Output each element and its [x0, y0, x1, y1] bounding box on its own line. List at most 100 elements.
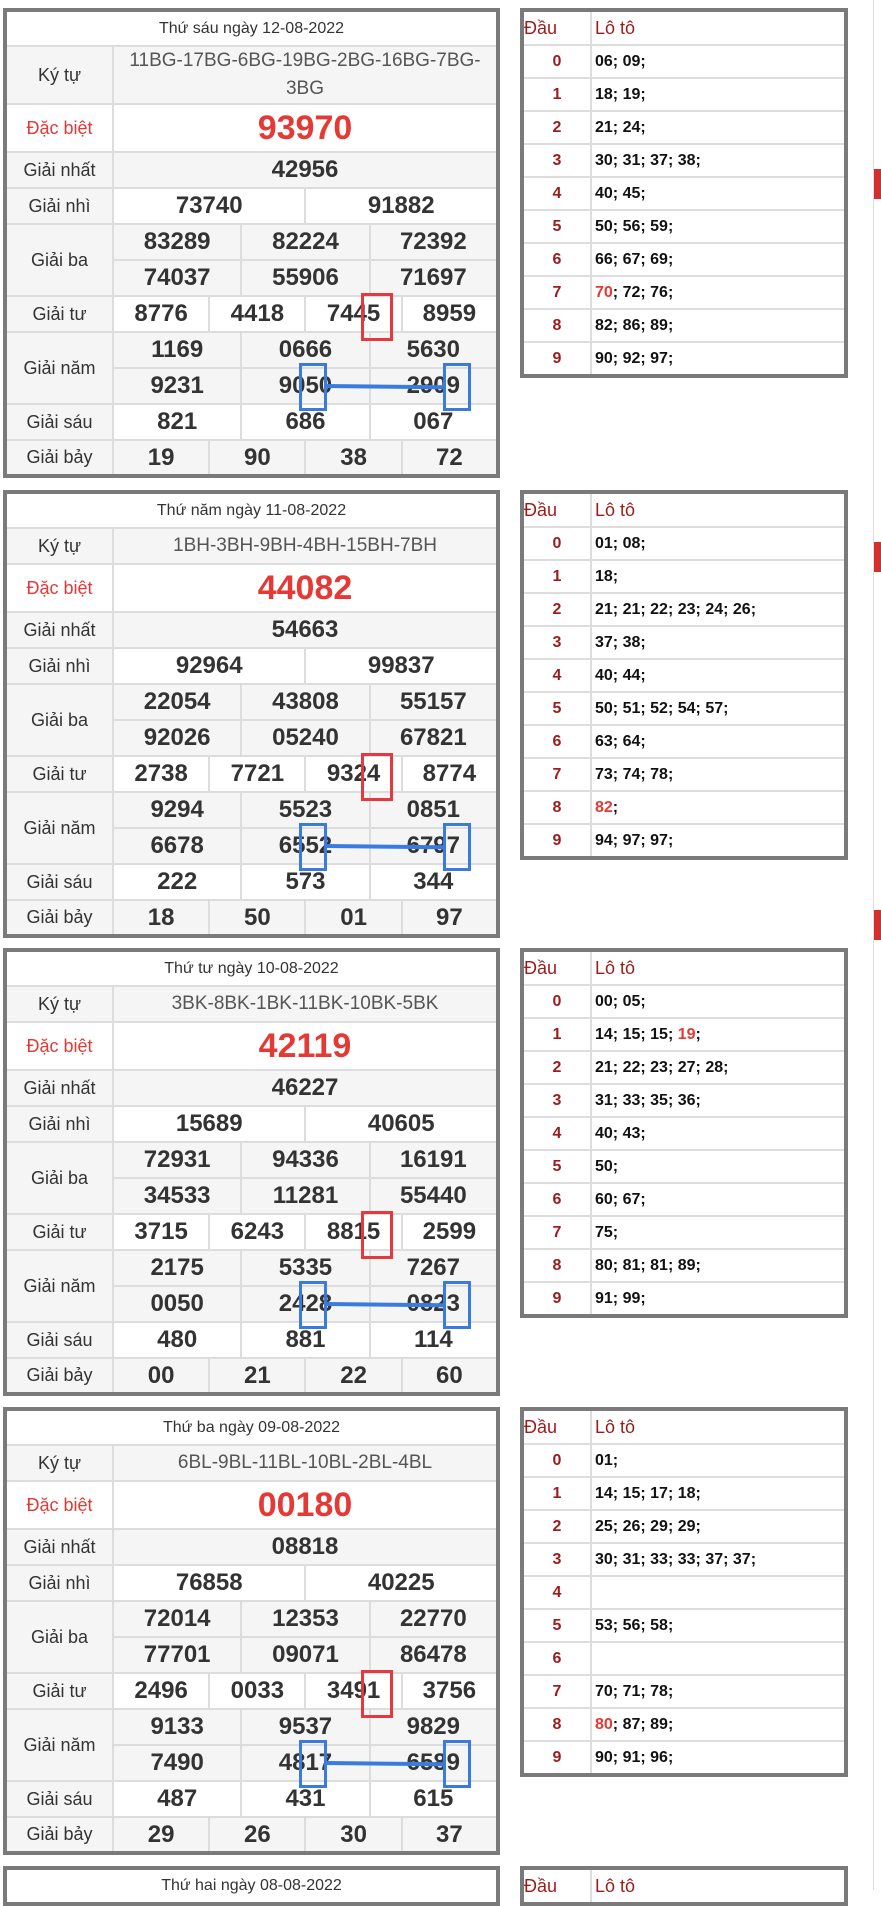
fifth-prize-value: 9050 — [278, 372, 333, 399]
loto-number: 78 — [650, 1682, 668, 1700]
fifth-prize-number: 9231 — [111, 367, 243, 405]
loto-row: 8 80; 87; 89; — [521, 1707, 847, 1742]
sixth-prize-number: 821 — [111, 403, 243, 441]
fifth-prize-number: 0050 — [111, 1285, 243, 1323]
loto-number: 71 — [622, 1682, 641, 1700]
loto-number: 37 — [595, 633, 613, 651]
sixth-prize-number: 573 — [240, 863, 371, 901]
loto-number: 94 — [595, 831, 613, 849]
loto-numbers: 30; 31; 33; 33; 37; 37; — [590, 1542, 847, 1577]
loto-number: 80 — [595, 1256, 613, 1274]
fifth-prize-number: 7267 — [368, 1249, 500, 1287]
date-title: Thứ năm ngày 11-08-2022 — [4, 491, 499, 529]
sixth-prize-number: 067 — [368, 403, 500, 441]
prize-label-bay: Giải bảy — [4, 1357, 114, 1395]
prize-label-nhi: Giải nhì — [4, 647, 114, 685]
second-prize-number: 92964 — [111, 647, 307, 685]
sixth-prize-number: 881 — [240, 1321, 371, 1359]
loto-number: 40 — [595, 1124, 613, 1142]
loto-number: 18 — [677, 1484, 696, 1502]
dau-digit: 2 — [521, 1050, 592, 1085]
third-prize-number: 92026 — [111, 719, 243, 757]
prize-label-sau: Giải sáu — [4, 863, 114, 901]
loto-number: 69 — [650, 250, 668, 268]
loto-number: 18 — [595, 567, 613, 585]
loto-numbers — [590, 1575, 847, 1610]
prize-label-nhi: Giải nhì — [4, 1564, 114, 1602]
loto-row: 2 25; 26; 29; 29; — [521, 1509, 847, 1544]
fourth-prize-value: 3491 — [326, 1677, 381, 1704]
loto-number: 09 — [622, 52, 641, 70]
loto-row: 9 90; 91; 96; — [521, 1740, 847, 1776]
third-prize-number: 55157 — [368, 683, 500, 721]
seventh-prize-number: 72 — [400, 439, 500, 477]
loto-number: 19 — [622, 85, 641, 103]
dau-digit: 5 — [521, 1149, 592, 1184]
prize-label-sau: Giải sáu — [4, 1780, 114, 1818]
sixth-prize-number: 222 — [111, 863, 243, 901]
seventh-prize-number: 50 — [208, 899, 307, 937]
fourth-prize-number: 6243 — [208, 1213, 307, 1251]
prize-label-dac_biet: Đặc biệt — [4, 563, 114, 613]
loto-number: 57 — [705, 699, 724, 717]
loto-number: 96 — [650, 1748, 668, 1766]
dau-digit: 9 — [521, 823, 592, 859]
fourth-prize-number: 7721 — [208, 755, 307, 793]
loto-row: 8 82; 86; 89; — [521, 308, 847, 343]
loto-number: 33 — [622, 1091, 641, 1109]
prize-label-nam: Giải năm — [4, 1708, 114, 1782]
third-prize-number: 05240 — [240, 719, 371, 757]
third-prize-number: 83289 — [111, 223, 243, 261]
loto-numbers: 21; 21; 22; 23; 24; 26; — [590, 592, 847, 627]
loto-number: 24 — [622, 118, 641, 136]
sixth-prize-number: 686 — [240, 403, 371, 441]
prize-label-bay: Giải bảy — [4, 1816, 114, 1854]
loto-row: 0 01; — [521, 1443, 847, 1478]
dau-digit: 3 — [521, 625, 592, 660]
prize-label-bay: Giải bảy — [4, 439, 114, 477]
loto-row: 5 50; 51; 52; 54; 57; — [521, 691, 847, 726]
dau-digit: 0 — [521, 984, 592, 1019]
loto-number: 27 — [677, 1058, 696, 1076]
loto-number: 56 — [622, 217, 641, 235]
loto-numbers: 40; 44; — [590, 658, 847, 693]
seventh-prize-number: 00 — [111, 1357, 211, 1395]
fourth-prize-value: 0033 — [230, 1677, 285, 1704]
loto-number: 28 — [705, 1058, 724, 1076]
loto-row: 2 21; 22; 23; 27; 28; — [521, 1050, 847, 1085]
loto-number: 59 — [650, 217, 668, 235]
loto-number: 15 — [622, 1484, 641, 1502]
loto-number: 87 — [622, 1715, 641, 1733]
third-prize-number: 16191 — [368, 1141, 500, 1179]
third-prize-number: 72014 — [111, 1600, 243, 1638]
loto-number: 22 — [622, 1058, 641, 1076]
sixth-prize-number: 615 — [368, 1780, 500, 1818]
loto-table: Đầu Lô tô 0 01; 08; 1 18; 2 21; 21; 22; 23; 24;… — [520, 490, 848, 860]
loto-numbers: 50; 51; 52; 54; 57; — [590, 691, 847, 726]
special-prize-number: 93970 — [112, 103, 499, 153]
loto-number: 17 — [650, 1484, 668, 1502]
loto-row: 3 31; 33; 35; 36; — [521, 1083, 847, 1118]
loto-number: 33 — [677, 1550, 696, 1568]
loto-row: 4 — [521, 1575, 847, 1610]
third-prize-number: 94336 — [240, 1141, 371, 1179]
loto-number: 50 — [595, 217, 613, 235]
dau-digit: 7 — [521, 1215, 592, 1250]
loto-number: 15 — [622, 1025, 641, 1043]
dau-digit: 0 — [521, 44, 592, 79]
fourth-prize-value: 8815 — [326, 1218, 381, 1245]
third-prize-number: 82224 — [240, 223, 371, 261]
highlight-connector-line — [326, 384, 444, 390]
loto-row: 8 82; — [521, 790, 847, 825]
loto-number: 21 — [622, 600, 641, 618]
loto-row: 5 53; 56; 58; — [521, 1608, 847, 1643]
second-prize-number: 73740 — [111, 187, 307, 225]
loto-numbers: 91; 99; — [590, 1281, 847, 1317]
date-title: Thứ tư ngày 10-08-2022 — [4, 949, 499, 987]
loto-number: 24 — [705, 600, 724, 618]
loto-row: 3 30; 31; 33; 33; 37; 37; — [521, 1542, 847, 1577]
loto-number: 37 — [732, 1550, 751, 1568]
results-table: Thứ sáu ngày 12-08-2022 Ký tự 11BG-17BG-6B… — [3, 8, 500, 478]
loto-number: 14 — [595, 1484, 613, 1502]
loto-numbers: 82; — [590, 790, 847, 825]
